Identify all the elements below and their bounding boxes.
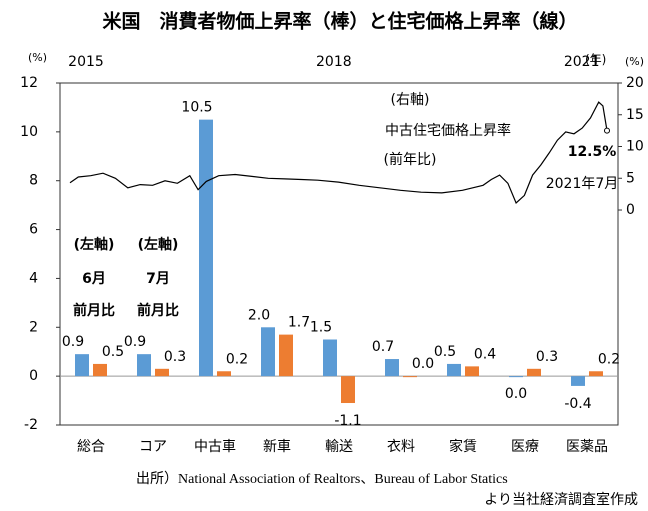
x-unit: (年): [585, 53, 606, 67]
bar: [403, 376, 417, 378]
value-label: 0.9: [124, 334, 146, 350]
source: より当社経済調査室作成: [484, 491, 638, 508]
value-label: 0.2: [598, 351, 620, 367]
bar: [137, 354, 151, 377]
x-tick-label: 輸送: [325, 439, 353, 455]
value-label: -0.4: [564, 396, 591, 412]
value-label: 0.4: [474, 346, 496, 362]
y2-tick-label: 10: [626, 139, 644, 155]
y-tick-label: 0: [29, 368, 38, 384]
bar: [261, 327, 275, 377]
value-label: 0.5: [102, 344, 124, 360]
value-label: 10.5: [181, 100, 212, 116]
bar: [217, 371, 231, 377]
value-label: 0.3: [164, 349, 186, 365]
bar: [75, 354, 89, 377]
annotation: (左軸): [74, 236, 115, 253]
bar: [509, 376, 523, 378]
y-tick-label: 10: [20, 124, 38, 140]
y2-unit: (%): [625, 55, 644, 68]
bar: [447, 363, 461, 377]
x-tick-label: 総合: [77, 439, 105, 455]
y2-tick-label: 0: [626, 202, 635, 218]
legend-label: 6月: [82, 271, 106, 287]
y-tick-label: 6: [29, 222, 38, 238]
annotation: (右軸): [391, 92, 430, 108]
y2-tick-label: 15: [626, 107, 644, 123]
y2-tick-label: 20: [626, 75, 644, 91]
x-tick-label: 医薬品: [566, 439, 608, 455]
bar: [527, 368, 541, 377]
value-label: 0.3: [536, 349, 558, 365]
y-tick-label: 2: [29, 319, 38, 335]
bar: [571, 376, 585, 386]
value-label: 1.5: [310, 320, 332, 336]
x-tick-label: 新車: [263, 438, 291, 455]
x-tick-label: コア: [139, 439, 167, 455]
x-tick-label: 2015: [68, 54, 104, 70]
chart-title: 米国 消費者物価上昇率（棒）と住宅価格上昇率（線）: [102, 10, 577, 33]
bar: [465, 366, 479, 377]
annotation: (左軸): [138, 236, 179, 253]
line-series-name: 中古住宅価格上昇率: [385, 122, 511, 139]
value-label: 0.0: [505, 386, 527, 402]
bar: [279, 334, 293, 377]
y-tick-label: 4: [29, 270, 38, 286]
bar: [385, 359, 399, 377]
y-tick-label: 12: [20, 75, 38, 91]
value-label: 0.0: [412, 356, 434, 372]
line: [69, 101, 608, 205]
x-tick-label: 衣料: [387, 439, 415, 455]
x-tick-label: 家賃: [449, 438, 477, 455]
legend-label: 7月: [146, 271, 170, 287]
bar: [199, 119, 213, 377]
bar: [323, 339, 337, 377]
y-unit: (%): [28, 51, 47, 64]
value-label: 1.7: [288, 315, 310, 331]
bar: [589, 371, 603, 377]
annotation: 12.5%: [568, 144, 617, 160]
value-label: 0.7: [372, 339, 394, 355]
bar: [93, 363, 107, 377]
x-tick-label: 中古車: [194, 438, 236, 455]
value-label: 0.5: [434, 344, 456, 360]
value-label: -1.1: [334, 413, 361, 429]
x-tick-label: 医療: [511, 438, 539, 455]
annotation: (前年比): [384, 151, 437, 168]
annotation: 前月比: [73, 302, 115, 319]
annotation: 前月比: [137, 302, 179, 319]
y-tick-label: 8: [29, 173, 38, 189]
value-label: 0.9: [62, 334, 84, 350]
value-label: 0.2: [226, 351, 248, 367]
y-tick-label: -2: [24, 417, 38, 433]
annotation: 2021年7月: [546, 176, 619, 192]
plot-frame: [59, 82, 619, 426]
x-tick-label: 2021: [564, 54, 600, 70]
bar: [341, 376, 355, 404]
x-tick-label: 2018: [316, 54, 352, 70]
value-label: 2.0: [248, 307, 270, 323]
y2-tick-label: 5: [626, 170, 635, 186]
line-end-point: [604, 127, 610, 134]
source: 出所）National Association of Realtors、Bure…: [136, 471, 508, 487]
bar: [155, 368, 169, 377]
